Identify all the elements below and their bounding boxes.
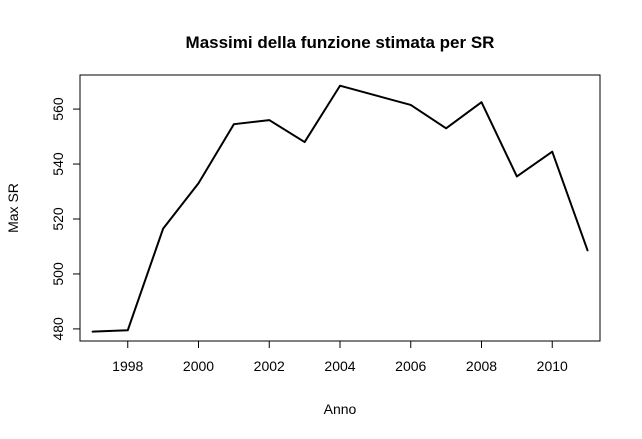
y-axis: 480 500 520 540 560	[50, 97, 81, 341]
chart-title: Massimi della funzione stimata per SR	[186, 33, 495, 52]
x-tick-label: 2006	[395, 358, 426, 374]
x-axis: 1998 2000 2002 2004 2006 2008 2010	[112, 340, 568, 374]
data-point	[374, 94, 377, 97]
y-tick-label: 500	[50, 262, 66, 286]
data-point	[516, 175, 518, 178]
data-point	[339, 84, 341, 87]
data-point	[586, 249, 589, 252]
x-tick-label: 2010	[537, 358, 568, 374]
x-tick-label: 2002	[254, 358, 285, 374]
x-tick-label: 2000	[183, 358, 214, 374]
x-tick-label: 2008	[466, 358, 497, 374]
x-tick-label: 2004	[324, 358, 355, 374]
data-point	[268, 119, 271, 121]
series-line	[92, 84, 589, 333]
x-axis-label: Anno	[324, 401, 357, 417]
data-point	[233, 123, 235, 125]
data-point	[91, 330, 94, 333]
y-axis-label: Max SR	[5, 183, 21, 233]
y-tick-label: 520	[50, 207, 66, 231]
data-point	[445, 127, 447, 130]
data-points	[91, 84, 589, 333]
data-point	[480, 101, 483, 104]
data-point	[551, 150, 554, 153]
data-point	[162, 227, 164, 230]
data-point	[409, 104, 412, 106]
x-tick-label: 1998	[112, 358, 143, 374]
data-point	[126, 329, 129, 332]
data-point	[197, 182, 200, 185]
y-tick-label: 560	[50, 97, 66, 121]
plot-frame	[79, 74, 601, 342]
y-tick-label: 540	[50, 152, 66, 176]
y-tick-label: 480	[50, 317, 66, 341]
data-point	[303, 141, 306, 143]
